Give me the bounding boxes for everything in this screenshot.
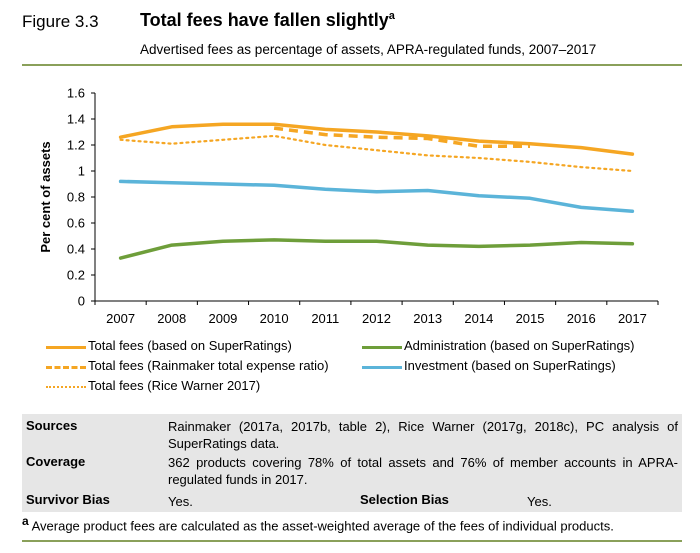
x-tick-label: 2007 <box>106 311 135 326</box>
survivor-bias-label: Survivor Bias <box>26 492 110 507</box>
series-line-2 <box>119 134 634 173</box>
coverage-label: Coverage <box>26 454 86 469</box>
sources-text: Rainmaker (2017a, 2017b, table 2), Rice … <box>168 419 678 451</box>
sources-box: Sources Rainmaker (2017a, 2017b, table 2… <box>22 414 682 512</box>
y-tick-label: 0.6 <box>67 216 85 231</box>
y-tick-label: 1.6 <box>67 86 85 101</box>
footnote-marker: a <box>22 514 29 528</box>
series-line-1 <box>273 126 530 149</box>
y-tick-label: 0.4 <box>67 242 85 257</box>
figure-label: Figure 3.3 <box>22 12 99 31</box>
legend-swatch <box>46 366 86 369</box>
x-tick-label: 2013 <box>413 311 442 326</box>
legend-label: Administration (based on SuperRatings) <box>404 338 635 353</box>
x-tick-label: 2010 <box>260 311 289 326</box>
line-chart: 0 0.2 0.4 0.6 0.8 1 1.2 1.4 1.6 2007 2008 2009 2010 2… <box>38 86 659 326</box>
legend-swatch <box>46 346 86 349</box>
x-tick-label: 2012 <box>362 311 391 326</box>
legend-label: Total fees (Rice Warner 2017) <box>88 378 261 393</box>
title-footnote-marker: a <box>388 10 395 22</box>
series-line-0 <box>118 122 635 156</box>
y-tick-label: 1.2 <box>67 138 85 153</box>
top-rule <box>22 64 682 66</box>
figure-title: Total fees have fallen slightlya <box>140 10 395 31</box>
y-tick-label: 0.8 <box>67 190 85 205</box>
coverage-text: 362 products covering 78% of total asset… <box>168 455 678 487</box>
legend-swatch <box>46 386 86 388</box>
x-tick-label: 2016 <box>567 311 596 326</box>
footnote-text: Average product fees are calculated as t… <box>31 518 614 534</box>
x-tick-label: 2017 <box>618 311 647 326</box>
y-tick-label: 1.4 <box>67 112 85 127</box>
y-axis-label: Per cent of assets <box>38 141 53 252</box>
legend-swatch <box>362 366 402 369</box>
selection-bias-value: Yes. <box>527 494 552 509</box>
y-tick-label: 0.2 <box>67 268 85 283</box>
survivor-bias-value: Yes. <box>168 494 193 509</box>
footnote: a Average product fees are calculated as… <box>22 514 682 533</box>
figure-title-text: Total fees have fallen slightly <box>140 10 389 30</box>
x-tick-label: 2015 <box>516 311 545 326</box>
legend-label: Total fees (based on SuperRatings) <box>88 338 292 353</box>
y-tick-label: 0 <box>78 294 85 309</box>
sources-label: Sources <box>26 418 78 433</box>
x-tick-label: 2014 <box>464 311 493 326</box>
x-tick-label: 2009 <box>208 311 237 326</box>
figure-subtitle: Advertised fees as percentage of assets,… <box>140 42 597 57</box>
series-line-3 <box>118 238 635 260</box>
bottom-rule <box>22 540 682 542</box>
legend-label: Total fees (Rainmaker total expense rati… <box>88 358 329 373</box>
x-tick-label: 2011 <box>311 311 339 326</box>
x-tick-label: 2008 <box>157 311 186 326</box>
legend-swatch <box>362 346 402 349</box>
y-tick-label: 1 <box>78 164 85 179</box>
legend-label: Investment (based on SuperRatings) <box>404 358 616 373</box>
series-line-4 <box>118 179 635 214</box>
selection-bias-label: Selection Bias <box>360 492 449 507</box>
